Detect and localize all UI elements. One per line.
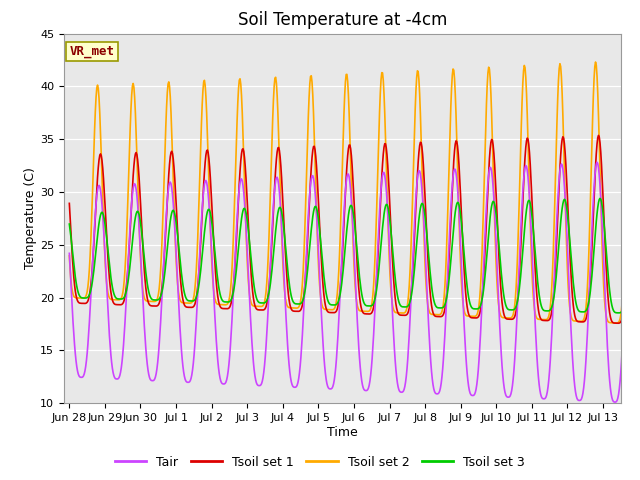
Title: Soil Temperature at -4cm: Soil Temperature at -4cm	[237, 11, 447, 29]
Legend: Tair, Tsoil set 1, Tsoil set 2, Tsoil set 3: Tair, Tsoil set 1, Tsoil set 2, Tsoil se…	[110, 451, 530, 474]
Text: VR_met: VR_met	[70, 45, 115, 58]
X-axis label: Time: Time	[327, 426, 358, 439]
Y-axis label: Temperature (C): Temperature (C)	[24, 168, 37, 269]
